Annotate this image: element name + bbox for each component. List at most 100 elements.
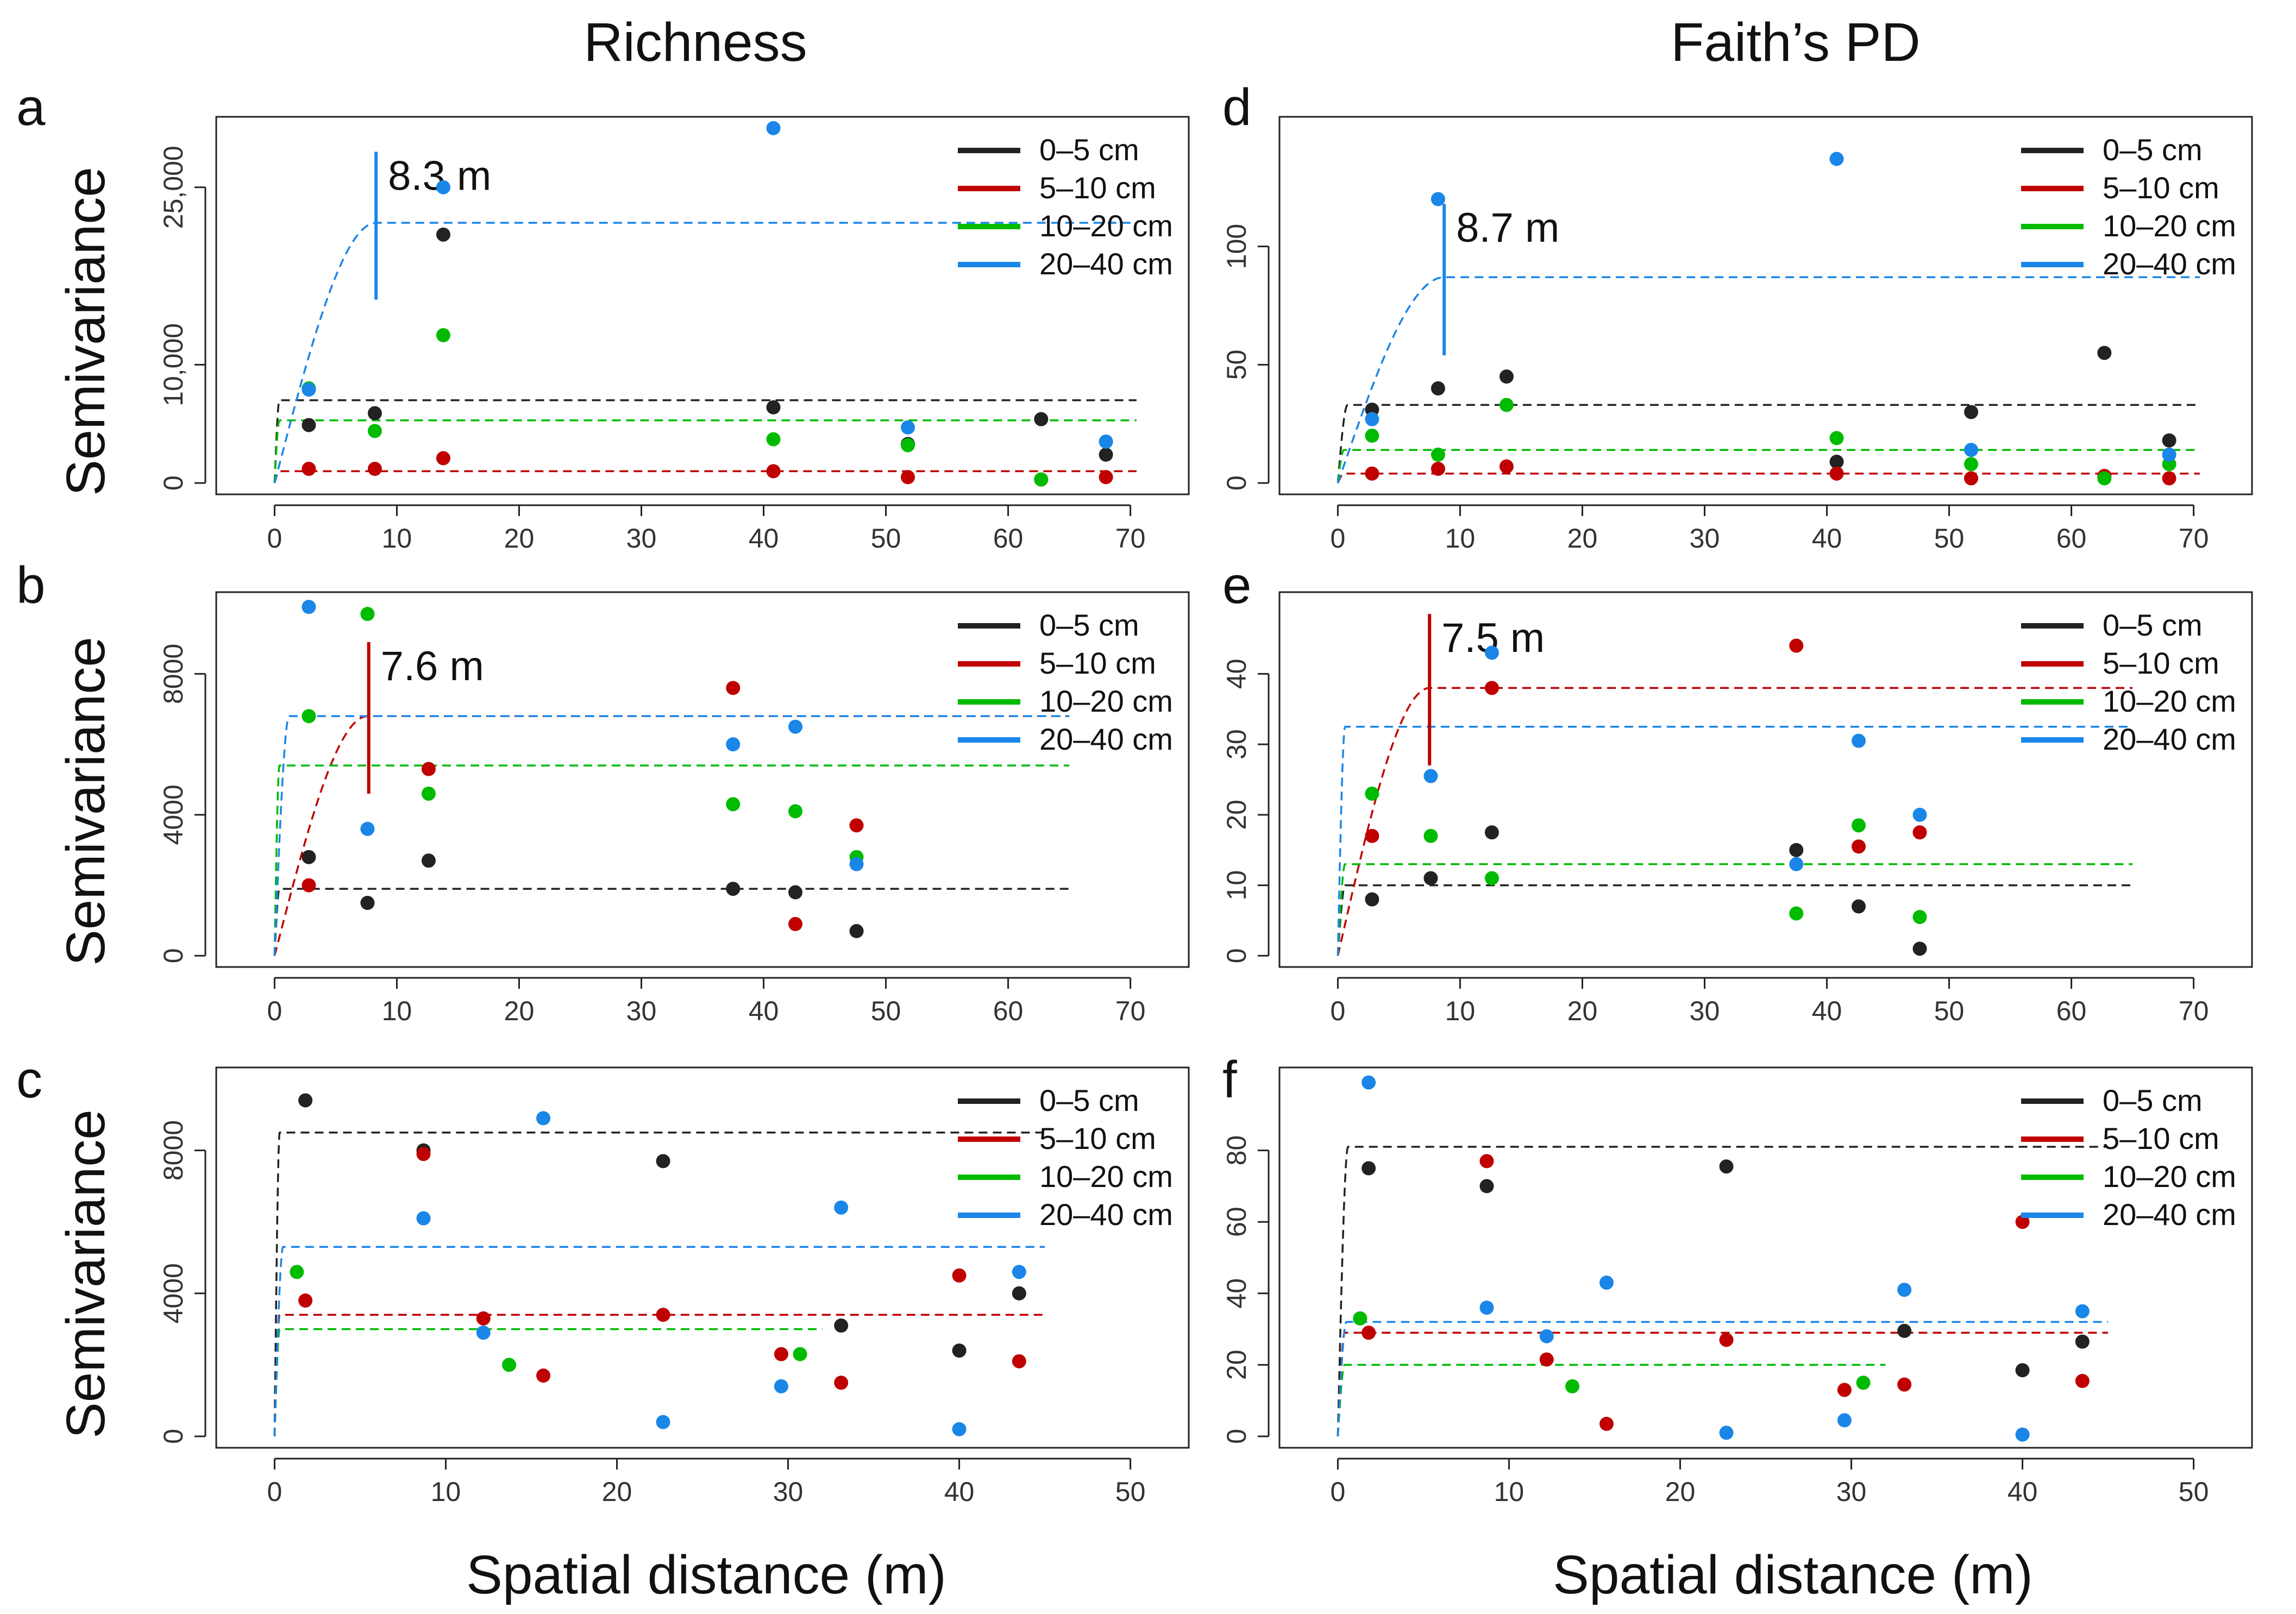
y-tick-label-e: 10 xyxy=(1221,870,1252,901)
column-title-richness: Richness xyxy=(584,12,807,73)
data-point-e xyxy=(1484,645,1499,660)
x-tick-label-f: 20 xyxy=(1665,1477,1696,1507)
x-tick-label-c: 10 xyxy=(431,1477,461,1507)
data-point-a xyxy=(901,420,915,435)
y-tick-label-f: 40 xyxy=(1221,1278,1252,1309)
data-point-d xyxy=(1499,398,1514,412)
data-point-c xyxy=(834,1376,849,1390)
y-tick-label-d: 100 xyxy=(1221,224,1252,269)
x-tick-label-e: 20 xyxy=(1567,996,1598,1026)
model-curve-c xyxy=(273,1246,1045,1437)
data-point-d xyxy=(2162,447,2176,462)
data-point-a xyxy=(367,406,382,420)
data-point-b xyxy=(788,885,803,900)
data-point-f xyxy=(1565,1379,1580,1393)
model-curve-e xyxy=(1337,687,2133,956)
legend-entry-e: 20–40 cm xyxy=(2103,722,2236,756)
data-point-b xyxy=(421,786,436,801)
plot-frame-c xyxy=(215,1066,1190,1449)
data-point-e xyxy=(1365,786,1379,801)
data-point-a xyxy=(766,464,781,479)
model-curve-c xyxy=(273,1131,1045,1437)
data-point-a xyxy=(436,180,450,194)
data-point-a xyxy=(367,462,382,476)
x-tick-label-d: 70 xyxy=(2179,523,2209,554)
data-point-b xyxy=(849,818,864,833)
data-point-d xyxy=(1499,369,1514,384)
legend-entry-f: 0–5 cm xyxy=(2103,1083,2203,1117)
y-tick-label-d: 50 xyxy=(1221,350,1252,380)
data-point-f xyxy=(1837,1413,1852,1428)
data-point-f xyxy=(1897,1323,1912,1338)
legend-entry-f: 5–10 cm xyxy=(2103,1121,2219,1155)
data-point-c xyxy=(298,1293,313,1308)
data-point-e xyxy=(1484,871,1499,885)
data-point-b xyxy=(788,916,803,931)
right-xlabel: Spatial distance (m) xyxy=(1553,1544,2033,1605)
data-point-d xyxy=(1829,466,1844,481)
data-point-c xyxy=(536,1368,551,1383)
data-point-e xyxy=(1423,828,1438,843)
data-point-c xyxy=(1012,1265,1026,1279)
y-tick-label-f: 20 xyxy=(1221,1350,1252,1380)
data-point-b xyxy=(726,797,741,812)
legend-entry-d: 5–10 cm xyxy=(2103,171,2219,205)
data-point-f xyxy=(1599,1276,1614,1290)
x-tick-label-d: 40 xyxy=(1812,523,1842,554)
data-point-e xyxy=(1852,733,1866,748)
x-tick-label-f: 30 xyxy=(1836,1477,1867,1507)
x-tick-label-a: 70 xyxy=(1115,523,1146,554)
x-tick-label-c: 20 xyxy=(602,1477,632,1507)
data-point-d xyxy=(1365,466,1379,481)
range-label-d: 8.7 m xyxy=(1456,205,1559,251)
data-point-c xyxy=(952,1343,967,1358)
data-point-f xyxy=(1362,1075,1376,1090)
data-point-c xyxy=(834,1200,849,1215)
data-point-c xyxy=(476,1311,491,1326)
x-tick-label-b: 20 xyxy=(504,996,535,1026)
model-curve-a xyxy=(273,419,1137,483)
data-point-f xyxy=(1856,1376,1871,1390)
data-point-e xyxy=(1852,839,1866,854)
model-curve-a xyxy=(273,222,1137,483)
data-point-a xyxy=(436,227,450,242)
data-point-f xyxy=(1897,1283,1912,1297)
data-point-a xyxy=(1034,412,1049,426)
legend-entry-e: 0–5 cm xyxy=(2103,608,2203,642)
data-point-f xyxy=(2015,1363,2030,1378)
data-point-d xyxy=(1829,152,1844,166)
data-point-d xyxy=(1964,405,1979,419)
data-point-b xyxy=(849,857,864,871)
left-xlabel: Spatial distance (m) xyxy=(466,1544,946,1605)
legend-entry-c: 0–5 cm xyxy=(1039,1083,1139,1117)
x-tick-label-e: 70 xyxy=(2179,996,2209,1026)
legend-entry-a: 5–10 cm xyxy=(1039,171,1156,205)
data-point-c xyxy=(290,1265,304,1279)
row-2-ylabel: Semivariance xyxy=(55,637,116,966)
x-tick-label-b: 60 xyxy=(993,996,1024,1026)
data-point-f xyxy=(1719,1425,1734,1440)
data-point-f xyxy=(1539,1352,1554,1367)
data-point-c xyxy=(774,1379,788,1393)
x-tick-label-d: 50 xyxy=(1934,523,1965,554)
data-point-b xyxy=(302,600,316,614)
x-tick-label-a: 50 xyxy=(871,523,901,554)
data-point-f xyxy=(1479,1179,1494,1194)
legend-entry-b: 5–10 cm xyxy=(1039,646,1156,680)
plot-frame-e xyxy=(1278,591,2253,968)
y-tick-label-a: 0 xyxy=(158,475,189,491)
data-point-b xyxy=(360,896,375,910)
data-point-e xyxy=(1365,892,1379,907)
x-tick-label-b: 30 xyxy=(626,996,657,1026)
data-point-a xyxy=(436,451,450,466)
data-point-a xyxy=(302,418,316,432)
data-point-c xyxy=(656,1154,670,1169)
data-point-f xyxy=(1353,1311,1367,1326)
panel-label-f: f xyxy=(1222,1051,1237,1109)
x-tick-label-b: 70 xyxy=(1115,996,1146,1026)
data-point-a xyxy=(436,328,450,342)
data-point-a xyxy=(1099,470,1113,485)
x-tick-label-d: 10 xyxy=(1445,523,1476,554)
